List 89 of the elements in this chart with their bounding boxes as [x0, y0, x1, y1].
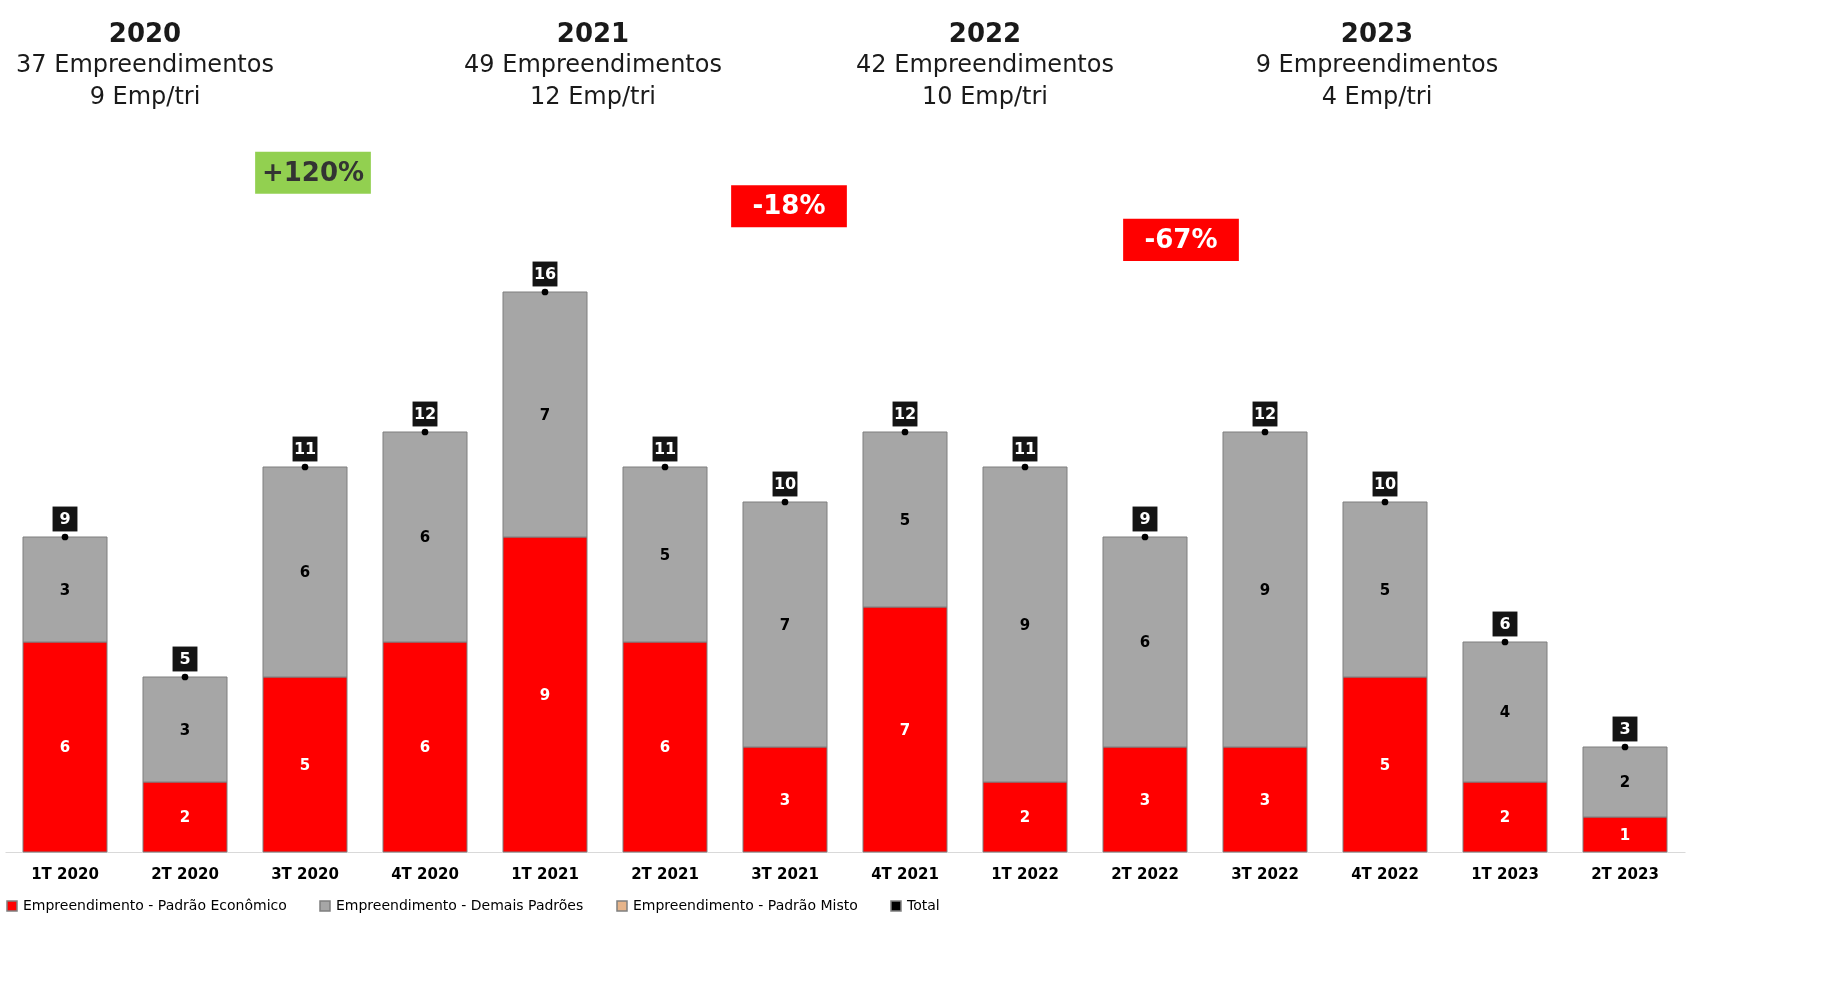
point: [1261, 428, 1269, 436]
point: [901, 428, 909, 436]
data-label: 9: [1259, 580, 1271, 599]
legend-label: Empreendimento - Padrão Misto: [633, 897, 858, 913]
x-tick-label: 1T 2022: [991, 864, 1059, 883]
point: [1621, 743, 1629, 751]
data-label: 5: [1379, 755, 1391, 774]
data-label: 9: [539, 685, 551, 704]
data-label: 6: [419, 738, 431, 756]
data-label: 12: [893, 404, 917, 423]
x-tick-label: 1T 2021: [511, 864, 579, 883]
annotation: -18%: [752, 190, 826, 221]
data-label: 12: [1253, 404, 1277, 423]
x-tick-label: 3T 2021: [751, 864, 819, 883]
data-label: 2: [179, 808, 191, 826]
annotation: 2021: [556, 17, 630, 48]
data-label: 3: [59, 580, 71, 599]
annotation: 9 Empreendimentos: [1255, 50, 1499, 79]
x-tick-label: 2T 2022: [1111, 864, 1179, 883]
x-tick-label: 4T 2022: [1351, 864, 1419, 883]
data-label: 2: [1019, 808, 1031, 826]
point: [1501, 638, 1509, 646]
legend-label: Empreendimento - Demais Padrões: [336, 897, 584, 913]
data-label: 6: [659, 738, 671, 756]
data-label: 9: [1019, 615, 1031, 634]
data-label: 12: [413, 404, 437, 423]
point: [661, 463, 669, 471]
data-label: 3: [1139, 790, 1151, 809]
data-label: 7: [539, 405, 551, 424]
data-label: 6: [1139, 633, 1151, 651]
point: [181, 673, 189, 681]
data-label: 11: [293, 439, 317, 458]
annotation: 49 Empreendimentos: [464, 50, 722, 79]
data-label: 9: [59, 509, 71, 528]
legend-label: Total: [906, 897, 940, 913]
annotation: 2020: [108, 17, 182, 48]
annotation: 12 Emp/tri: [530, 82, 656, 110]
x-tick-label: 1T 2023: [1471, 864, 1539, 883]
data-label: 6: [419, 528, 431, 546]
annotation: 2023: [1340, 17, 1414, 48]
data-label: 6: [59, 738, 71, 756]
data-label: 5: [299, 755, 311, 774]
data-label: 6: [299, 563, 311, 581]
point: [1141, 533, 1149, 541]
data-label: 10: [1373, 474, 1397, 493]
annotation: 2022: [948, 17, 1022, 48]
data-label: 10: [773, 474, 797, 493]
data-label: 5: [659, 545, 671, 564]
data-label: 5: [1379, 580, 1391, 599]
data-label: 7: [779, 615, 791, 634]
x-tick-label: 2T 2023: [1591, 864, 1659, 883]
annotation: 4 Emp/tri: [1321, 82, 1433, 110]
point: [1381, 498, 1389, 506]
data-label: 2: [1499, 808, 1511, 826]
annotation: 10 Emp/tri: [922, 82, 1048, 110]
data-label: 5: [179, 649, 191, 668]
point: [541, 288, 549, 296]
point: [781, 498, 789, 506]
x-tick-label: 4T 2021: [871, 864, 939, 883]
point: [421, 428, 429, 436]
data-label: 1: [1619, 825, 1631, 844]
annotation: 42 Empreendimentos: [856, 50, 1114, 79]
data-label: 7: [899, 720, 911, 739]
annotation: +120%: [261, 156, 365, 187]
x-tick-label: 1T 2020: [31, 864, 99, 883]
data-label: 5: [899, 510, 911, 529]
data-label: 9: [1139, 509, 1151, 528]
point: [1021, 463, 1029, 471]
point: [61, 533, 69, 541]
data-label: 11: [653, 439, 677, 458]
data-label: 6: [1499, 614, 1511, 633]
annotation: -67%: [1144, 223, 1218, 254]
data-label: 4: [1499, 703, 1511, 721]
x-tick-label: 3T 2022: [1231, 864, 1299, 883]
legend-label: Empreendimento - Padrão Econômico: [23, 897, 287, 913]
annotation: 37 Empreendimentos: [16, 50, 274, 79]
x-tick-label: 2T 2020: [151, 864, 219, 883]
data-label: 3: [779, 790, 791, 809]
annotation: 9 Emp/tri: [89, 82, 201, 110]
x-tick-label: 2T 2021: [631, 864, 699, 883]
point: [301, 463, 309, 471]
data-label: 3: [179, 720, 191, 739]
data-label: 3: [1619, 719, 1631, 738]
data-label: 2: [1619, 773, 1631, 791]
data-label: 3: [1259, 790, 1271, 809]
data-label: 11: [1013, 439, 1037, 458]
data-label: 16: [533, 264, 557, 283]
x-tick-label: 4T 2020: [391, 864, 459, 883]
x-tick-label: 3T 2020: [271, 864, 339, 883]
